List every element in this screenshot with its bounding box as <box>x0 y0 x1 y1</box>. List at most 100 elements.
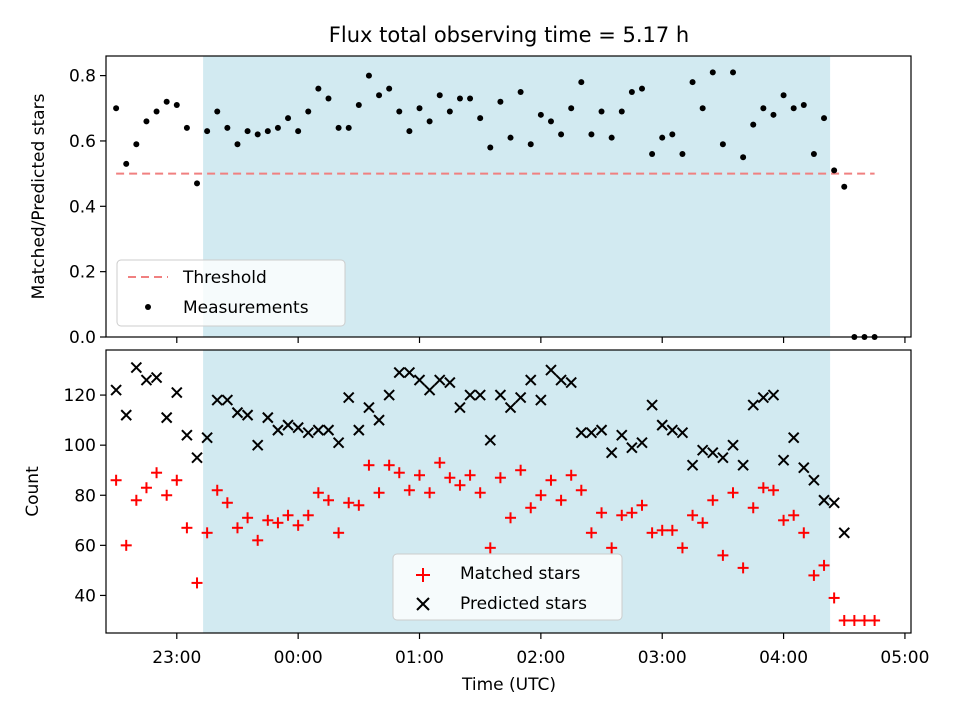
predicted-star-point <box>555 374 567 386</box>
predicted-star-point <box>474 389 486 401</box>
matched-star-point <box>292 519 304 531</box>
matched-star-point <box>221 497 233 509</box>
matched-star-point <box>201 527 213 539</box>
measurement-point <box>790 105 797 112</box>
legend-measurements-swatch <box>145 304 151 310</box>
measurement-point <box>113 105 120 112</box>
legend-predicted-swatch <box>416 597 430 611</box>
matched-star-point <box>585 527 597 539</box>
matched-star-point <box>373 487 385 499</box>
measurement-point <box>133 141 140 148</box>
top-panel: 0.00.20.40.60.8 Matched/Predicted stars … <box>29 55 912 348</box>
measurement-point <box>537 111 544 118</box>
measurement-point <box>709 69 716 76</box>
matched-star-point <box>676 542 688 554</box>
measurement-point <box>194 180 201 187</box>
matched-star-point <box>626 507 638 519</box>
matched-star-point <box>282 509 294 521</box>
measurement-point <box>527 141 534 148</box>
measurement-point <box>669 131 676 138</box>
matched-star-point <box>636 499 648 511</box>
matched-star-point <box>484 542 496 554</box>
predicted-star-point <box>272 424 284 436</box>
measurement-point <box>699 105 706 112</box>
measurement-point <box>285 115 292 122</box>
measurement-point <box>760 105 767 112</box>
matched-star-point <box>130 494 142 506</box>
matched-star-point <box>707 494 719 506</box>
predicted-star-point <box>494 389 507 401</box>
measurement-point <box>446 108 453 115</box>
matched-star-point <box>140 482 152 494</box>
bottom-ytick-label: 60 <box>74 536 96 556</box>
matched-star-point <box>322 494 334 506</box>
measurement-point <box>841 183 848 190</box>
matched-star-point <box>555 494 567 506</box>
predicted-star-point <box>282 419 294 431</box>
bottom-y-axis-label: Count <box>23 466 43 517</box>
measurement-point <box>810 151 817 158</box>
measurement-point <box>679 151 686 158</box>
measurement-point <box>831 167 838 174</box>
bottom-legend: Matched stars Predicted stars <box>392 553 623 621</box>
predicted-star-point <box>828 497 840 509</box>
measurement-point <box>558 131 565 138</box>
matched-star-point <box>656 524 668 536</box>
matched-star-point <box>838 614 850 626</box>
legend-predicted-label: Predicted stars <box>460 594 587 614</box>
measurement-point <box>770 111 777 118</box>
measurement-point <box>740 154 747 161</box>
predicted-star-point <box>363 401 375 414</box>
predicted-star-point <box>798 462 810 474</box>
matched-star-point <box>505 512 517 524</box>
bottom-xtick-label: 23:00 <box>152 648 201 668</box>
measurement-point <box>608 134 615 141</box>
x-axis-label: Time (UTC) <box>461 675 556 695</box>
predicted-star-point <box>595 424 608 436</box>
predicted-star-point <box>484 434 497 446</box>
predicted-star-point <box>302 426 314 439</box>
matched-star-point <box>525 502 537 514</box>
predicted-star-point <box>403 366 416 379</box>
measurement-point <box>477 115 484 122</box>
measurement-point <box>618 108 625 115</box>
measurement-point <box>547 118 554 125</box>
matched-star-point <box>474 487 486 499</box>
bottom-panel-frame <box>105 349 912 634</box>
matched-star-point <box>252 534 264 546</box>
measurement-point <box>719 141 726 148</box>
matched-star-point <box>858 614 870 626</box>
predicted-star-point <box>383 389 395 401</box>
matched-star-point <box>666 524 678 536</box>
matched-star-point <box>363 459 375 471</box>
measurement-point <box>406 128 413 135</box>
predicted-star-point <box>626 441 638 454</box>
matched-star-point <box>181 522 193 534</box>
predicted-star-point <box>373 414 385 426</box>
predicted-star-point <box>605 446 618 459</box>
top-ytick-label: 0.6 <box>69 132 96 152</box>
predicted-star-point <box>423 384 436 396</box>
matched-star-point <box>231 522 243 534</box>
predicted-star-point <box>737 459 749 471</box>
matched-star-point <box>211 484 223 496</box>
bottom-xtick-label: 03:00 <box>638 648 687 668</box>
measurement-point <box>214 108 221 115</box>
matched-star-point <box>575 484 587 496</box>
bottom-ytick-label: 80 <box>74 486 96 506</box>
measurement-point <box>365 72 372 79</box>
measurement-point <box>376 92 383 99</box>
predicted-star-point <box>454 401 466 414</box>
measurement-point <box>274 124 281 131</box>
measurement-point <box>689 79 696 86</box>
matched-star-point <box>788 509 800 521</box>
matched-star-point <box>434 457 446 469</box>
measurement-point <box>335 124 342 131</box>
measurement-point <box>730 69 737 76</box>
predicted-star-point <box>707 446 719 459</box>
predicted-star-point <box>262 411 274 424</box>
measurement-point <box>598 108 605 115</box>
predicted-star-point <box>545 364 557 376</box>
matched-star-point <box>414 469 426 481</box>
matched-star-point <box>778 514 790 526</box>
